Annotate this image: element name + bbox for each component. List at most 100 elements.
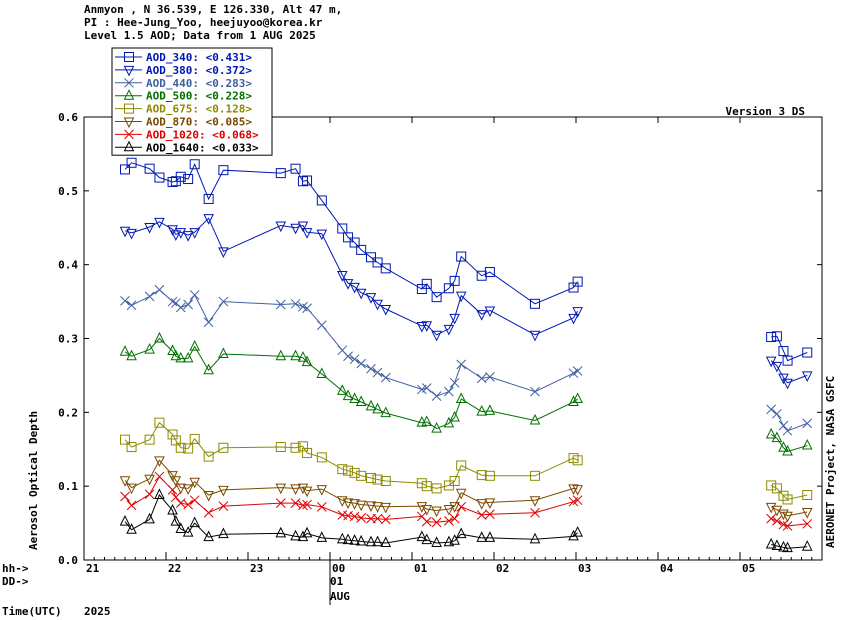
data-point xyxy=(203,214,214,225)
data-point xyxy=(766,513,777,524)
data-point xyxy=(183,174,194,185)
data-point xyxy=(203,363,214,375)
data-point xyxy=(126,442,137,453)
data-point xyxy=(189,159,200,170)
data-point xyxy=(342,533,354,545)
y-tick-label: 0.1 xyxy=(58,480,78,493)
data-point xyxy=(126,300,137,311)
data-point xyxy=(802,490,813,501)
month-tick-label: AUG xyxy=(330,590,350,603)
data-point xyxy=(782,378,793,390)
data-point xyxy=(290,349,301,361)
series-aod-500 xyxy=(119,331,583,433)
data-point xyxy=(170,349,182,361)
data-point xyxy=(431,330,442,342)
data-point xyxy=(290,442,301,453)
data-point xyxy=(449,475,460,486)
legend-label: AOD_870: <0.085> xyxy=(146,116,252,129)
data-point xyxy=(275,442,286,453)
series-aod-675 xyxy=(120,417,583,494)
data-point xyxy=(356,513,367,523)
data-point xyxy=(275,526,287,538)
data-point xyxy=(476,270,487,281)
data-point xyxy=(356,358,367,369)
data-point xyxy=(154,217,165,229)
data-point xyxy=(167,176,178,187)
data-point xyxy=(301,526,313,538)
y-tick-label: 0.5 xyxy=(58,185,78,198)
data-point xyxy=(290,498,301,509)
data-point xyxy=(119,345,131,356)
data-point xyxy=(301,228,313,239)
data-point xyxy=(431,536,442,548)
data-point xyxy=(154,488,165,500)
data-point xyxy=(183,443,194,454)
data-point xyxy=(316,367,328,378)
data-point xyxy=(568,484,579,495)
data-point xyxy=(275,299,286,310)
data-point xyxy=(298,500,308,511)
data-point xyxy=(421,415,433,426)
data-point xyxy=(349,534,360,545)
data-point xyxy=(167,503,178,515)
data-point xyxy=(356,470,367,481)
x-tick-label: 22 xyxy=(168,562,181,575)
series-aod-340 xyxy=(120,157,583,309)
data-point xyxy=(372,474,383,485)
data-point xyxy=(167,485,178,495)
data-point xyxy=(175,302,186,313)
data-point xyxy=(771,361,783,373)
data-point xyxy=(336,271,348,282)
hh-label: hh-> xyxy=(2,562,29,575)
data-point xyxy=(416,502,428,513)
data-point xyxy=(778,509,789,521)
data-point xyxy=(801,508,813,519)
data-point xyxy=(416,530,428,542)
data-point xyxy=(572,455,583,466)
series-aod-340 xyxy=(766,331,813,366)
data-point xyxy=(297,483,309,495)
series-aod-440 xyxy=(766,404,813,436)
data-point xyxy=(355,395,367,406)
series-line xyxy=(771,544,808,549)
data-point xyxy=(120,295,130,306)
legend-marker xyxy=(123,89,135,100)
data-point xyxy=(572,276,583,287)
data-point xyxy=(349,499,360,510)
legend-label: AOD_440: <0.283> xyxy=(146,77,252,90)
legend-label: AOD_500: <0.228> xyxy=(146,90,252,103)
data-point xyxy=(771,483,782,494)
data-point xyxy=(778,373,789,385)
data-point xyxy=(355,288,367,300)
data-point xyxy=(485,372,495,382)
data-point xyxy=(275,483,287,495)
data-point xyxy=(782,541,793,553)
data-point xyxy=(167,296,178,307)
data-point xyxy=(421,481,432,492)
series-aod-1640 xyxy=(119,488,583,548)
data-point xyxy=(766,332,777,343)
data-point xyxy=(431,292,442,303)
data-point xyxy=(372,402,383,414)
year-label: 2025 xyxy=(84,605,111,618)
data-point xyxy=(182,526,194,537)
data-point xyxy=(801,540,813,551)
data-point xyxy=(218,485,229,497)
data-point xyxy=(126,228,137,240)
data-point xyxy=(449,410,460,422)
data-point xyxy=(301,355,313,367)
data-point xyxy=(175,483,187,495)
data-point xyxy=(476,310,488,321)
data-point xyxy=(290,163,301,174)
data-point xyxy=(476,531,488,542)
data-point xyxy=(218,442,229,453)
legend-entry: AOD_440: <0.283> xyxy=(115,77,252,90)
data-point xyxy=(380,536,392,548)
data-point xyxy=(182,351,194,363)
data-point xyxy=(380,263,391,274)
data-point xyxy=(484,306,496,318)
data-point xyxy=(568,395,579,406)
data-point xyxy=(218,165,229,176)
series-aod-380 xyxy=(765,356,813,390)
series-layer xyxy=(119,157,813,553)
